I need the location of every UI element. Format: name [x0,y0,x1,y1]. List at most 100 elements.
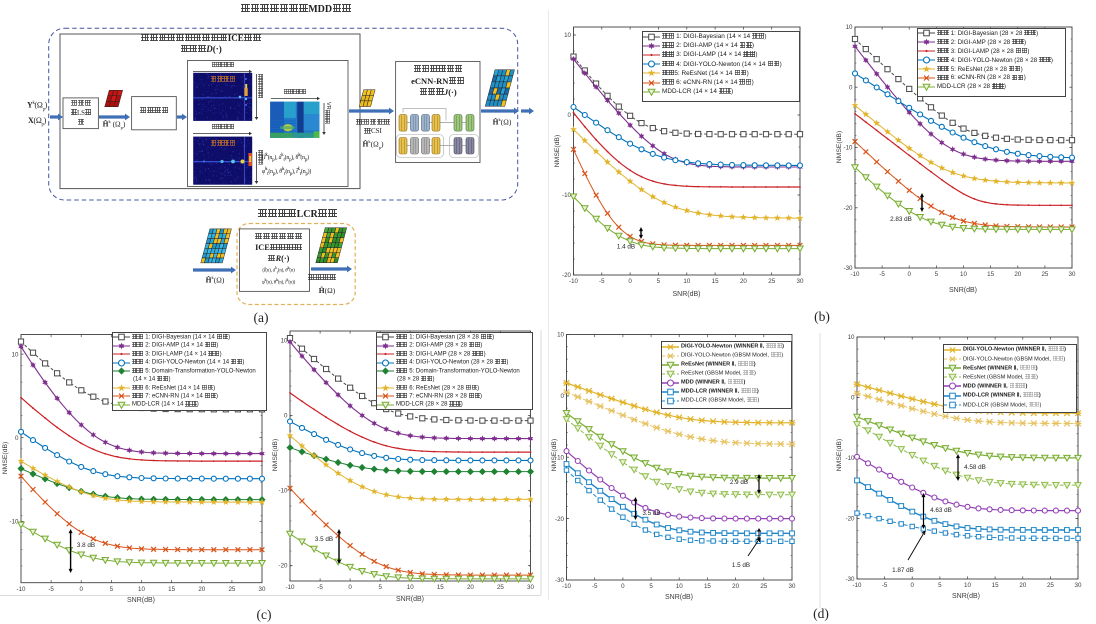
svg-text:SNR(dB): SNR(dB) [952,593,980,600]
svg-text:0: 0 [621,583,625,590]
svg-text:-5: -5 [882,582,888,589]
svg-text:-20: -20 [844,205,854,212]
svg-text:-5: -5 [592,583,598,590]
svg-text:3.8 dB: 3.8 dB [77,542,95,549]
svg-text:NMSE(dB): NMSE(dB) [836,439,843,471]
svg-text:10: 10 [846,24,853,31]
svg-text:SNR(dB): SNR(dB) [672,291,700,298]
svg-text:0: 0 [568,112,572,119]
svg-text:30: 30 [789,583,796,590]
svg-text:20: 20 [740,278,747,285]
svg-text:0: 0 [849,85,853,92]
svg-text:0: 0 [15,435,19,442]
svg-text:NMSE(dB): NMSE(dB) [551,439,558,471]
svg-text:SNR(dB): SNR(dB) [127,597,155,604]
svg-text:-10: -10 [562,583,572,590]
svg-text:10: 10 [848,334,855,341]
svg-text:10: 10 [557,332,564,339]
svg-text:-10: -10 [555,454,565,461]
svg-text:-30: -30 [846,576,856,583]
svg-text:0: 0 [561,393,565,400]
svg-text:20: 20 [1019,582,1026,589]
svg-text:3.5 dB: 3.5 dB [642,510,660,517]
svg-text:20: 20 [1014,271,1021,278]
svg-text:10: 10 [683,278,690,285]
svg-text:3.5 dB: 3.5 dB [315,536,333,543]
svg-text:20: 20 [467,584,474,591]
svg-text:20: 20 [198,586,205,593]
svg-text:25: 25 [1041,271,1048,278]
svg-text:NMSE(dB): NMSE(dB) [272,439,279,471]
svg-text:-10: -10 [10,519,20,526]
svg-text:30: 30 [259,586,266,593]
svg-text:-30: -30 [555,577,565,584]
svg-text:2.9 dB: 2.9 dB [730,479,748,486]
svg-text:-5: -5 [317,584,323,591]
svg-text:NMSE(dB): NMSE(dB) [554,135,561,167]
svg-text:25: 25 [497,584,504,591]
svg-text:10: 10 [407,584,414,591]
svg-text:-20: -20 [555,516,565,523]
svg-text:SNR(dB): SNR(dB) [396,596,424,603]
svg-text:10: 10 [138,586,145,593]
svg-text:-10: -10 [569,278,579,285]
svg-text:-5: -5 [48,586,54,593]
svg-text:0: 0 [79,586,83,593]
svg-text:4.63 dB: 4.63 dB [930,507,952,514]
svg-text:-30: -30 [844,265,854,272]
svg-text:5: 5 [378,584,382,591]
svg-text:25: 25 [228,586,235,593]
svg-text:-5: -5 [599,278,605,285]
svg-text:25: 25 [1047,582,1054,589]
svg-text:-20: -20 [279,563,289,570]
svg-text:25: 25 [760,583,767,590]
svg-text:15: 15 [987,271,994,278]
svg-text:-5: -5 [879,271,885,278]
svg-text:-10: -10 [562,192,572,199]
svg-text:NMSE(dB): NMSE(dB) [836,131,843,163]
svg-text:0: 0 [628,278,632,285]
svg-text:30: 30 [527,584,534,591]
svg-text:-10: -10 [851,271,861,278]
svg-text:-10: -10 [846,455,856,462]
svg-text:5: 5 [657,278,661,285]
svg-text:30: 30 [1075,582,1082,589]
svg-text:0: 0 [284,413,288,420]
svg-text:15: 15 [168,586,175,593]
svg-text:SNR(dB): SNR(dB) [949,287,977,294]
svg-text:-10: -10 [17,586,27,593]
svg-text:0: 0 [907,271,911,278]
svg-text:25: 25 [768,278,775,285]
svg-text:-20: -20 [562,272,572,279]
svg-text:15: 15 [992,582,999,589]
svg-text:-10: -10 [844,145,854,152]
svg-text:10: 10 [964,582,971,589]
svg-text:-10: -10 [286,584,296,591]
svg-text:0: 0 [851,395,855,402]
svg-text:5: 5 [938,582,942,589]
svg-text:-10: -10 [279,488,289,495]
svg-text:30: 30 [1069,271,1076,278]
svg-text:20: 20 [732,583,739,590]
svg-text:10: 10 [960,271,967,278]
svg-text:15: 15 [712,278,719,285]
svg-text:-20: -20 [846,516,856,523]
svg-text:1.5 dB: 1.5 dB [732,562,750,569]
svg-text:0: 0 [910,582,914,589]
svg-text:10: 10 [676,583,683,590]
svg-text:1.4 dB: 1.4 dB [617,244,635,251]
svg-text:5: 5 [110,586,114,593]
svg-text:0: 0 [348,584,352,591]
svg-text:15: 15 [437,584,444,591]
svg-text:SNR(dB): SNR(dB) [665,594,693,601]
svg-text:2.83 dB: 2.83 dB [890,216,912,223]
svg-text:5: 5 [935,271,939,278]
svg-text:10: 10 [12,351,19,358]
svg-text:30: 30 [797,278,804,285]
svg-text:10: 10 [281,338,288,345]
svg-text:NMSE(dB): NMSE(dB) [2,442,9,474]
svg-text:15: 15 [704,583,711,590]
svg-text:-10: -10 [853,582,863,589]
svg-text:10: 10 [564,32,571,39]
svg-text:5: 5 [649,583,653,590]
